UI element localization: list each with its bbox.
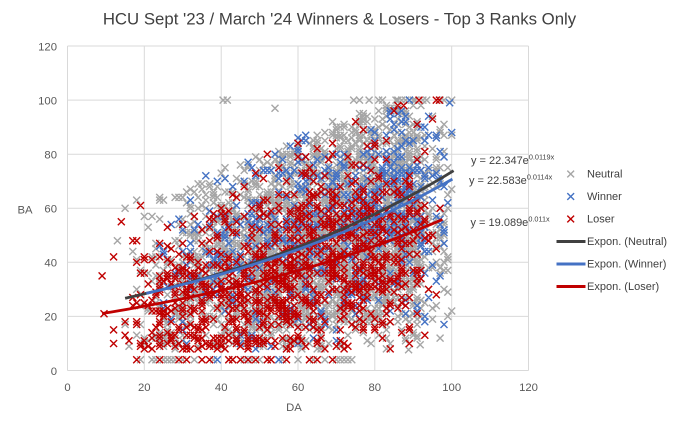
svg-text:Expon. (Neutral): Expon. (Neutral) — [587, 236, 667, 248]
svg-text:DA: DA — [286, 402, 302, 414]
svg-text:60: 60 — [44, 204, 57, 216]
svg-text:0: 0 — [51, 366, 57, 378]
svg-text:80: 80 — [44, 150, 57, 162]
svg-text:100: 100 — [38, 95, 57, 107]
svg-text:0: 0 — [64, 382, 70, 394]
svg-text:Loser: Loser — [587, 214, 615, 226]
svg-text:120: 120 — [38, 41, 57, 53]
svg-text:20: 20 — [44, 312, 57, 324]
svg-text:60: 60 — [292, 382, 305, 394]
svg-text:HCU Sept '23 / March '24 Winne: HCU Sept '23 / March '24 Winners & Loser… — [103, 10, 577, 29]
svg-text:20: 20 — [138, 382, 151, 394]
svg-text:40: 40 — [215, 382, 228, 394]
svg-text:BA: BA — [18, 205, 34, 217]
svg-text:100: 100 — [442, 382, 461, 394]
svg-text:Neutral: Neutral — [587, 169, 622, 181]
svg-text:80: 80 — [369, 382, 382, 394]
svg-text:40: 40 — [44, 258, 57, 270]
svg-text:120: 120 — [519, 382, 538, 394]
svg-text:Expon. (Winner): Expon. (Winner) — [587, 259, 666, 271]
svg-text:Winner: Winner — [587, 191, 622, 203]
svg-text:Expon. (Loser): Expon. (Loser) — [587, 281, 659, 293]
